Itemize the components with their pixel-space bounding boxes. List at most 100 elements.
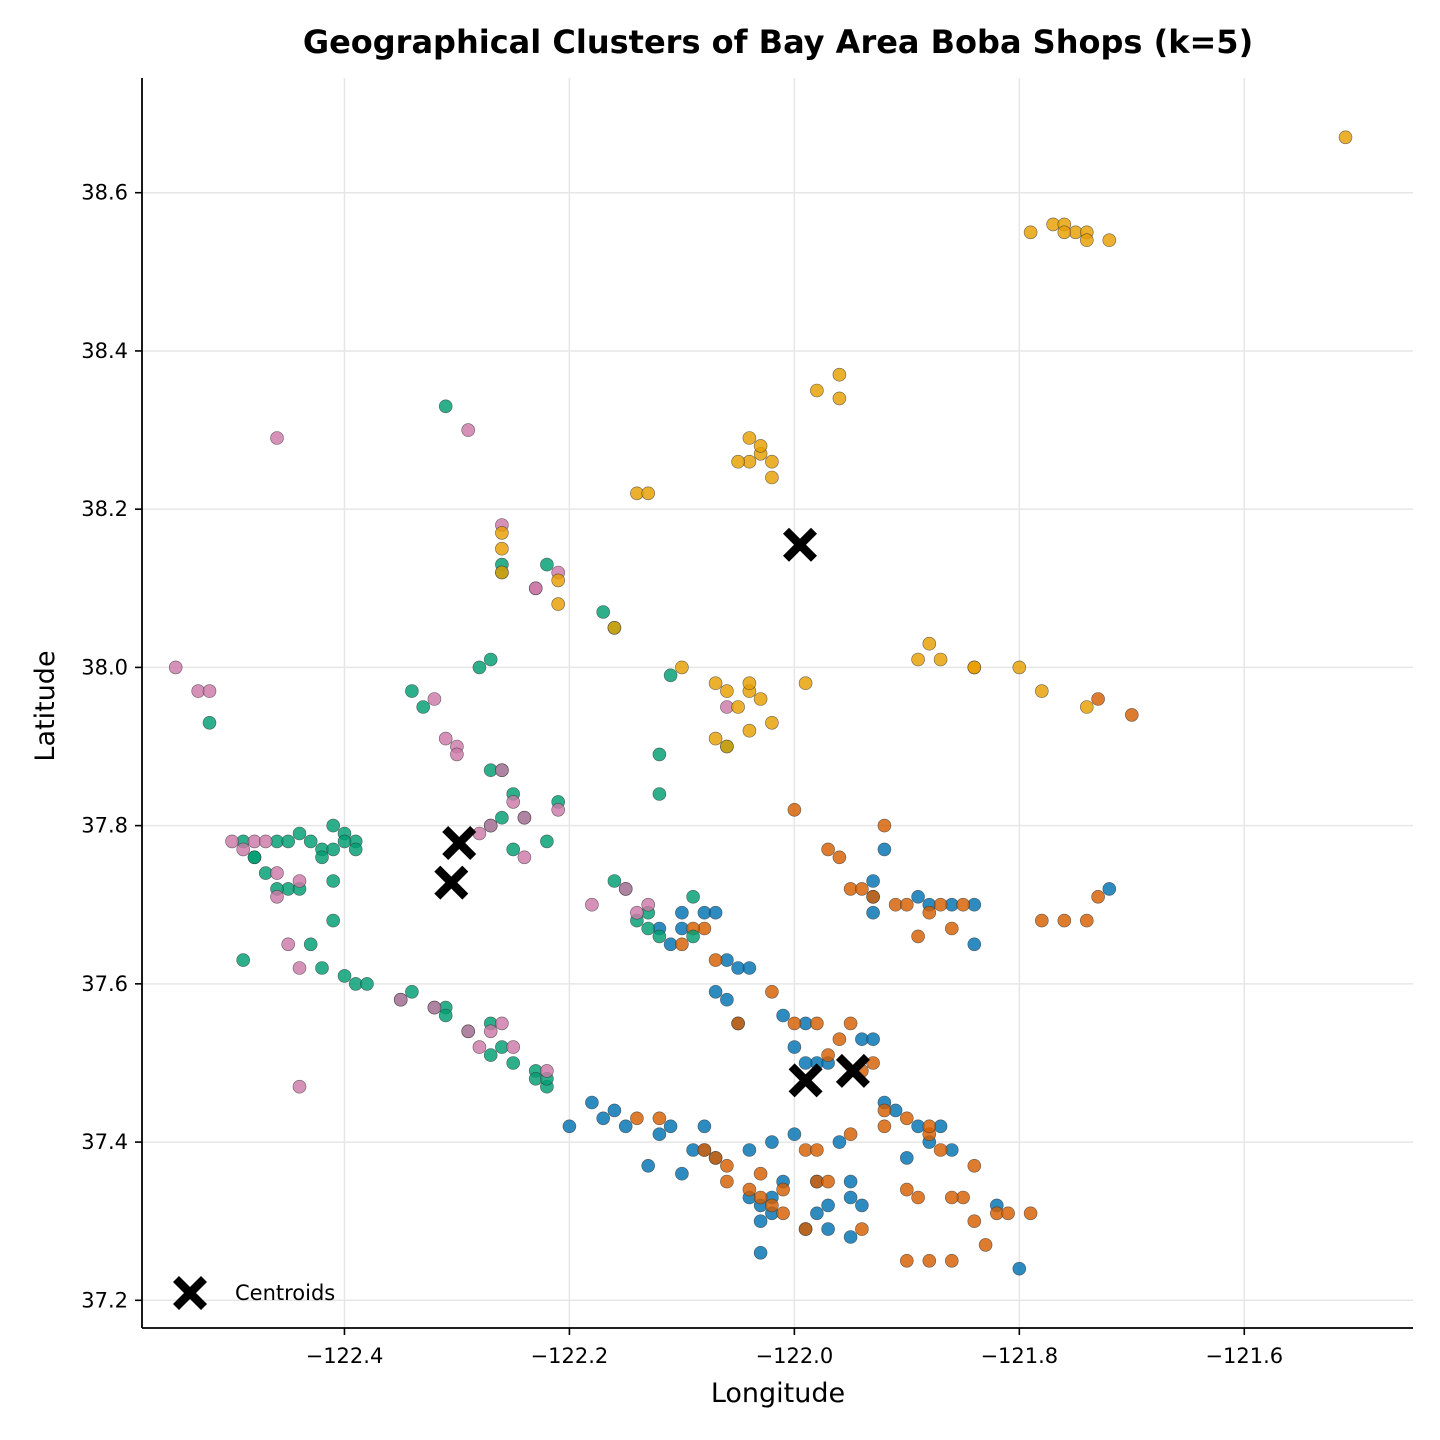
data-point (202, 715, 217, 730)
data-point (585, 897, 599, 912)
data-point (1080, 233, 1094, 247)
data-point (461, 1024, 476, 1039)
x-tick-label: −122.0 (756, 1344, 834, 1368)
y-tick-label: 37.2 (81, 1288, 128, 1312)
data-point (798, 1222, 813, 1236)
data-point (742, 1182, 757, 1197)
data-point (1001, 1206, 1015, 1221)
legend-label-centroids: Centroids (235, 1281, 335, 1305)
data-point (821, 1222, 835, 1236)
data-point (765, 715, 779, 730)
data-point (270, 431, 284, 445)
data-point (675, 937, 689, 952)
data-point (697, 1143, 712, 1157)
data-point (495, 565, 509, 580)
data-point (562, 1119, 577, 1134)
y-tick-label: 37.8 (81, 814, 128, 838)
data-point (720, 1174, 734, 1189)
data-point (495, 1016, 509, 1031)
data-point (1012, 660, 1027, 675)
data-point (922, 1254, 937, 1268)
data-point (967, 1159, 982, 1173)
data-point (686, 889, 700, 904)
data-point (641, 897, 656, 912)
data-point (483, 1048, 498, 1062)
data-point (416, 700, 431, 714)
data-point (753, 692, 768, 706)
data-point (596, 1111, 611, 1126)
data-point (787, 1127, 802, 1141)
data-point (607, 620, 622, 635)
data-point (708, 731, 723, 746)
data-point (540, 1064, 554, 1078)
data-point (922, 905, 937, 920)
data-point (506, 842, 521, 857)
data-point (450, 747, 464, 762)
data-point (720, 739, 734, 754)
data-point (922, 1119, 937, 1134)
data-point (675, 905, 689, 920)
data-point (258, 834, 273, 849)
data-point (483, 1024, 498, 1039)
centroid-marker (434, 865, 469, 900)
data-point (663, 1119, 678, 1134)
data-point (776, 1206, 790, 1221)
legend: Centroids (173, 1276, 335, 1310)
data-point (517, 850, 532, 865)
data-point (978, 1238, 993, 1252)
data-point (360, 977, 374, 991)
data-point (438, 1008, 453, 1023)
data-point (708, 1151, 723, 1165)
data-point (596, 605, 611, 619)
data-point (798, 676, 813, 691)
data-point (911, 889, 925, 904)
data-point (720, 1159, 734, 1173)
data-point (236, 842, 250, 857)
centroid-marker (442, 826, 477, 860)
data-point (742, 1143, 757, 1157)
data-point (832, 367, 847, 382)
data-point (720, 992, 734, 1007)
data-point (675, 660, 689, 675)
data-point (247, 850, 262, 865)
data-point (1125, 708, 1139, 722)
data-point (855, 882, 869, 896)
data-point (326, 913, 341, 928)
data-point (877, 818, 892, 833)
data-point (337, 834, 352, 849)
data-point (731, 1016, 745, 1031)
data-point (348, 842, 363, 857)
data-point (225, 834, 239, 849)
data-point (866, 889, 880, 904)
y-tick-label: 38.0 (81, 655, 128, 679)
data-point (899, 897, 914, 912)
data-point (855, 1198, 869, 1213)
data-point (708, 984, 723, 999)
data-point (1102, 233, 1117, 247)
data-point (832, 850, 847, 865)
data-point (922, 636, 937, 651)
data-point (753, 1166, 768, 1181)
data-point (528, 581, 543, 596)
data-point (540, 557, 554, 572)
data-point (1057, 225, 1072, 240)
data-point (1035, 913, 1049, 928)
y-axis-label: Latitude (30, 650, 61, 761)
data-point (810, 1206, 824, 1221)
data-point (787, 1040, 802, 1054)
data-point (202, 684, 217, 698)
data-point (765, 454, 779, 469)
data-point (855, 1222, 869, 1236)
data-point (495, 541, 509, 556)
data-point (787, 1016, 802, 1031)
data-point (326, 874, 341, 888)
x-tick-label: −121.6 (1205, 1344, 1283, 1368)
data-point (641, 486, 656, 501)
data-point (832, 1135, 847, 1149)
data-point (551, 597, 566, 611)
data-point (765, 1198, 779, 1213)
centroid-markers (434, 527, 870, 1098)
centroid-marker (835, 1053, 870, 1088)
data-point (551, 802, 566, 817)
data-point (405, 684, 419, 698)
